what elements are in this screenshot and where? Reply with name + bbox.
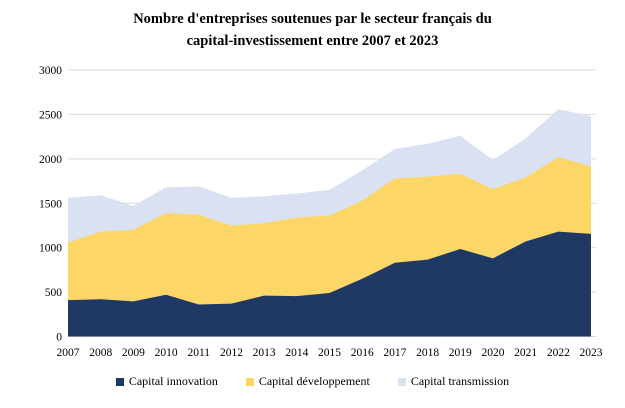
x-tick-label: 2022 <box>547 347 570 359</box>
x-tick-label: 2014 <box>285 347 308 359</box>
x-tick-label: 2015 <box>318 347 341 359</box>
chart-title-line2: capital-investissement entre 2007 et 202… <box>186 33 439 49</box>
x-tick-label: 2019 <box>449 347 472 359</box>
legend-item-capital-developpement: Capital développement <box>245 374 370 389</box>
x-tick-label: 2016 <box>351 347 374 359</box>
x-tick-label: 2009 <box>122 347 145 359</box>
chart-title: Nombre d'entreprises soutenues par le se… <box>0 8 625 52</box>
legend-swatch-capital-transmission <box>397 377 406 386</box>
y-tick-label: 2500 <box>39 109 62 121</box>
stacked-area-chart: 0 500 1000 1500 2000 2500 3000 2007 2008 2009 2010… <box>39 65 603 359</box>
y-tick-label: 1500 <box>39 198 62 210</box>
x-tick-label: 2008 <box>89 347 112 359</box>
legend-swatch-capital-innovation <box>115 377 124 386</box>
x-tick-label: 2012 <box>220 347 243 359</box>
x-tick-label: 2023 <box>580 347 603 359</box>
x-tick-label: 2021 <box>514 347 537 359</box>
legend-label-capital-developpement: Capital développement <box>258 374 370 388</box>
x-tick-label: 2017 <box>383 347 406 359</box>
area-capital-innovation <box>68 231 591 337</box>
x-tick-label: 2013 <box>253 347 276 359</box>
x-tick-label: 2020 <box>481 347 504 359</box>
x-tick-label: 2011 <box>187 347 210 359</box>
y-tick-label: 500 <box>45 287 63 299</box>
y-tick-label: 0 <box>56 332 62 344</box>
y-tick-label: 3000 <box>39 65 62 77</box>
legend-swatch-capital-developpement <box>245 377 254 386</box>
x-tick-label: 2018 <box>416 347 439 359</box>
y-tick-label: 1000 <box>39 243 62 255</box>
y-tick-label: 2000 <box>39 154 62 166</box>
chart-legend: Capital innovation Capital développement C… <box>0 374 625 389</box>
legend-item-capital-transmission: Capital transmission <box>397 374 510 389</box>
x-tick-label: 2010 <box>155 347 178 359</box>
legend-label-capital-transmission: Capital transmission <box>410 374 510 388</box>
chart-title-line1: Nombre d'entreprises soutenues par le se… <box>133 11 492 27</box>
legend-item-capital-innovation: Capital innovation <box>115 374 218 389</box>
legend-label-capital-innovation: Capital innovation <box>128 374 218 388</box>
x-tick-label: 2007 <box>57 347 80 359</box>
